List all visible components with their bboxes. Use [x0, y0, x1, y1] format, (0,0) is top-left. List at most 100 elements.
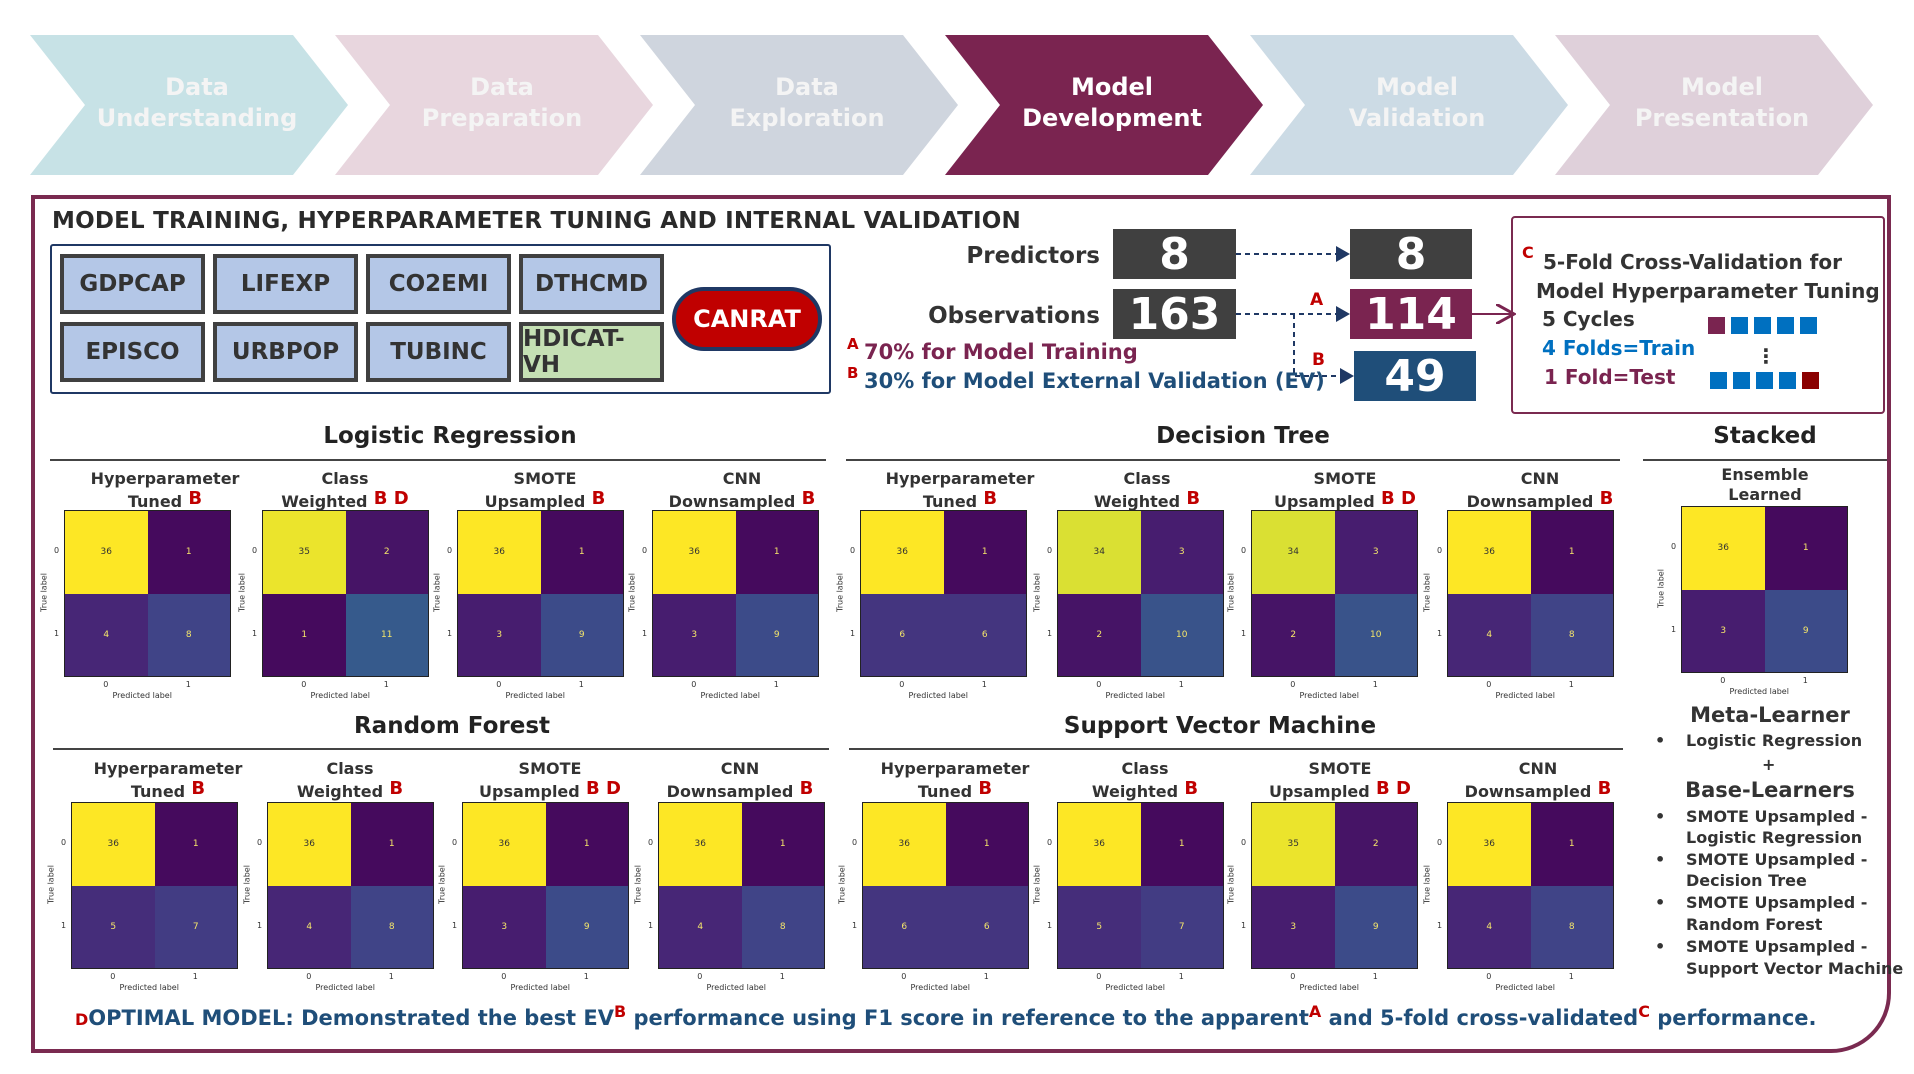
- caption-line1: Class: [1123, 469, 1171, 488]
- x-tick-label: 0: [501, 972, 507, 981]
- caption-line2: Weighted: [1091, 782, 1179, 801]
- bullet-icon: •: [1655, 937, 1666, 956]
- y-tick-label: 1: [1671, 624, 1677, 634]
- matrix-cell: 7: [154, 885, 237, 968]
- cv-test: 1 Fold=Test: [1544, 365, 1676, 389]
- caption-line1: SMOTE: [1308, 759, 1372, 778]
- caption-line2: Weighted: [281, 492, 368, 511]
- chevron-label-line2: Preparation: [422, 104, 582, 132]
- caption-line2: Downsampled: [1466, 492, 1594, 511]
- x-tick-label: 1: [1802, 676, 1808, 685]
- variable-box: GDPCAP: [60, 254, 205, 314]
- fold-train-square: [1800, 317, 1817, 334]
- x-tick-label: 0: [1486, 972, 1492, 981]
- confusion-matrix: 36 1 5 7: [1057, 802, 1224, 969]
- y-tick-label: 1: [54, 628, 60, 638]
- meta-learner-title: Meta-Learner: [1690, 703, 1850, 727]
- y-axis-label: True label: [1422, 572, 1432, 612]
- y-axis-label: True label: [1656, 568, 1666, 608]
- fold-test-square: [1802, 372, 1819, 389]
- matrix-cell: 1: [545, 803, 628, 886]
- base-learner-item-line1: SMOTE Upsampled -: [1686, 937, 1868, 956]
- note-text-3: and 5-fold cross-validated: [1321, 1006, 1639, 1030]
- predictors-total-box: 8: [1113, 229, 1236, 280]
- fold-train-square: [1710, 372, 1727, 389]
- y-tick-label: 0: [648, 838, 654, 848]
- caption-line1: CNN: [1520, 469, 1560, 488]
- x-tick-label: 1: [1568, 972, 1574, 981]
- caption-line1: Class: [321, 469, 369, 488]
- caption-superscript: B D: [579, 778, 621, 799]
- confusion-matrix: 34 3 2 10: [1057, 510, 1224, 677]
- matrix-cell: 1: [741, 803, 824, 886]
- caption-line1: CNN: [722, 469, 762, 488]
- y-tick-label: 0: [850, 546, 856, 556]
- matrix-cell: 8: [1530, 885, 1613, 968]
- y-tick-label: 1: [850, 628, 856, 638]
- chevron-step-3: [640, 35, 958, 175]
- cv-sup: C: [1522, 243, 1534, 262]
- y-tick-label: 1: [1047, 628, 1053, 638]
- x-tick-label: 1: [779, 972, 785, 981]
- cross-validation-frame: [1511, 216, 1885, 414]
- note-text-4: performance.: [1649, 1006, 1817, 1030]
- confusion-matrix: 36 1 4 8: [64, 510, 231, 677]
- caption-superscript: B: [972, 778, 993, 799]
- confusion-matrix: 36 1 6 6: [860, 510, 1027, 677]
- matrix-cell: 1: [735, 511, 818, 594]
- matrix-cell: 10: [1140, 593, 1223, 676]
- confusion-matrix: 35 2 1 11: [262, 510, 429, 677]
- matrix-cell: 36: [861, 511, 944, 594]
- section-title-support-vector-machine: Support Vector Machine: [1063, 713, 1377, 739]
- matrix-cell: 2: [1058, 593, 1141, 676]
- matrix-cell: 1: [1140, 803, 1223, 886]
- x-tick-label: 1: [983, 972, 989, 981]
- y-axis-label: True label: [1422, 864, 1432, 904]
- y-axis-label: True label: [1032, 572, 1042, 612]
- chevron-step-2: [335, 35, 653, 175]
- matrix-cell: 2: [1252, 593, 1335, 676]
- matrix-cell: 7: [1140, 885, 1223, 968]
- matrix-cell: 9: [1764, 589, 1847, 672]
- y-axis-label: True label: [39, 572, 49, 612]
- x-tick-label: 1: [185, 680, 191, 689]
- x-tick-label: 1: [192, 972, 198, 981]
- matrix-cell: 1: [945, 803, 1028, 886]
- x-tick-label: 1: [1568, 680, 1574, 689]
- x-tick-label: 0: [110, 972, 116, 981]
- fold-train-square: [1777, 317, 1794, 334]
- confusion-matrix: 36 1 3 9: [652, 510, 819, 677]
- cv-cycles: 5 Cycles: [1542, 307, 1635, 331]
- x-axis-label: Predicted label: [112, 691, 172, 700]
- split-label-a: A: [1310, 290, 1324, 310]
- note-text-2: performance using F1 score in reference …: [626, 1006, 1309, 1030]
- cv-title-line1: 5-Fold Cross-Validation for: [1543, 250, 1842, 274]
- matrix-cell: 9: [735, 593, 818, 676]
- y-tick-label: 0: [642, 546, 648, 556]
- confusion-matrix: 36 1 3 9: [462, 802, 629, 969]
- matrix-cell: 10: [1334, 593, 1417, 676]
- y-axis-label: True label: [242, 864, 252, 904]
- split-arrows: [1236, 246, 1526, 384]
- matrix-cell: 2: [345, 511, 428, 594]
- chevron-label-line1: Model: [1376, 73, 1458, 101]
- y-tick-label: 1: [1437, 628, 1443, 638]
- x-tick-label: 0: [306, 972, 312, 981]
- matrix-cell: 5: [72, 885, 155, 968]
- y-tick-label: 1: [1437, 920, 1443, 930]
- y-tick-label: 1: [1047, 920, 1053, 930]
- chevron-label-line1: Data: [470, 73, 534, 101]
- section-title-stacked: Stacked: [1713, 423, 1817, 449]
- caption-line1: CNN: [720, 759, 760, 778]
- x-axis-label: Predicted label: [1299, 691, 1359, 700]
- x-tick-label: 1: [388, 972, 394, 981]
- plus-icon: +: [1762, 755, 1776, 774]
- outcome-canrat-pill: CANRAT: [672, 287, 822, 351]
- y-axis-label: True label: [835, 572, 845, 612]
- cv-ellipsis: ⋮: [1756, 344, 1776, 368]
- sup-c: C: [1638, 1002, 1650, 1021]
- y-tick-label: 1: [1241, 628, 1247, 638]
- caption-line1: Ensemble: [1721, 465, 1809, 484]
- x-axis-label: Predicted label: [510, 983, 570, 992]
- y-tick-label: 1: [1241, 920, 1247, 930]
